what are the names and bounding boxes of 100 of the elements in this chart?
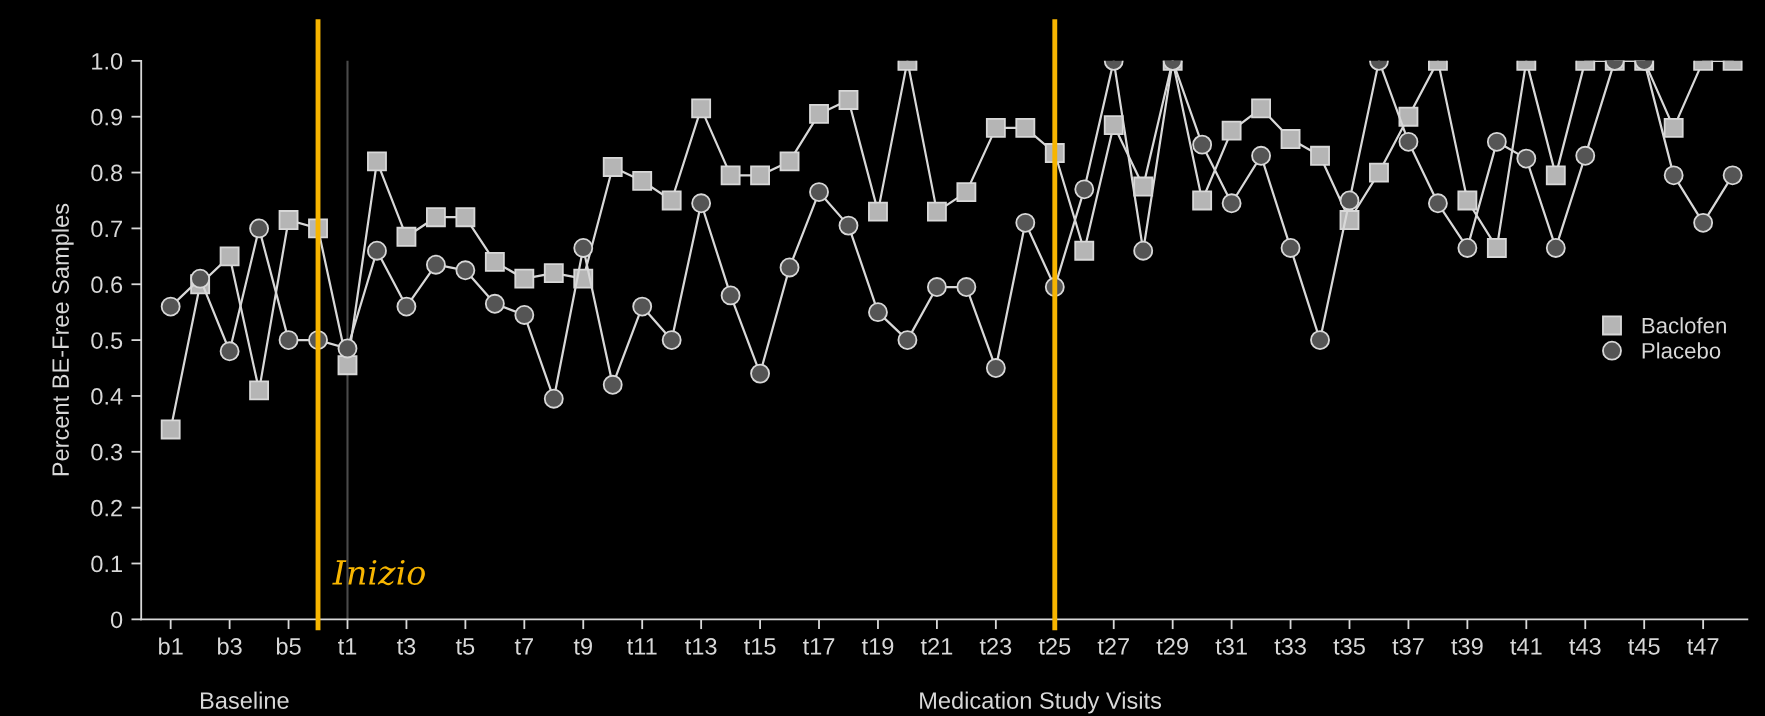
point — [396, 226, 417, 247]
point — [1192, 134, 1213, 155]
point — [691, 98, 712, 119]
point — [1398, 131, 1419, 152]
point — [838, 90, 859, 110]
x-tick-label: t33 — [1274, 638, 1306, 655]
y-tick-label: 0 — [110, 611, 123, 629]
point — [514, 268, 535, 289]
y-tick-label: 0.3 — [91, 443, 123, 461]
point — [249, 218, 270, 239]
y-tick-label: 0.8 — [91, 164, 123, 182]
point — [367, 151, 387, 172]
point — [691, 193, 712, 214]
point — [1693, 212, 1714, 233]
point — [1310, 145, 1330, 166]
y-tick-label: 1.0 — [92, 52, 123, 70]
point — [720, 285, 741, 306]
point — [661, 330, 682, 351]
point — [1457, 190, 1478, 211]
point — [720, 165, 741, 186]
x-tick-label: t9 — [573, 638, 592, 655]
point — [779, 151, 800, 172]
y-tick-label: 0.5 — [91, 332, 123, 349]
point — [632, 296, 653, 317]
x-tick-label: t5 — [455, 638, 475, 655]
point — [455, 207, 476, 228]
point — [337, 338, 358, 359]
x-tick-label: t39 — [1451, 638, 1483, 655]
y-axis-title: Percent BE-Free Samples — [51, 203, 74, 476]
point — [838, 215, 859, 236]
point — [1663, 165, 1684, 186]
x-axis-title: Medication Study Visits — [920, 691, 1162, 714]
x-tick-label: t29 — [1156, 638, 1188, 655]
x-tick-label: b3 — [218, 637, 242, 655]
point — [750, 165, 771, 186]
point — [1457, 238, 1478, 258]
x-tick-label: t13 — [685, 638, 717, 655]
point — [926, 277, 947, 297]
point — [543, 388, 564, 409]
point — [249, 380, 270, 401]
point — [956, 182, 977, 203]
point — [484, 293, 505, 314]
x-tick-label: t3 — [396, 638, 416, 655]
x-tick-label: t15 — [744, 638, 776, 655]
point — [897, 330, 918, 351]
point — [1280, 238, 1301, 258]
x-tick-label: t25 — [1038, 638, 1071, 655]
point — [1251, 145, 1272, 166]
point — [1545, 165, 1566, 186]
point — [1722, 165, 1743, 186]
point — [367, 240, 387, 261]
point — [1221, 193, 1242, 214]
point — [1015, 212, 1036, 233]
y-tick-label: 0.4 — [91, 388, 123, 405]
x-tick-label: t35 — [1333, 638, 1365, 655]
point — [514, 305, 535, 325]
point — [1103, 115, 1124, 136]
x-tick-label: t41 — [1510, 638, 1542, 655]
point — [1192, 190, 1213, 211]
point — [926, 201, 947, 222]
point — [1486, 238, 1507, 258]
point — [750, 363, 771, 384]
point — [543, 263, 564, 284]
point — [1427, 193, 1448, 214]
point — [602, 374, 623, 395]
point — [985, 117, 1006, 138]
annotation: Inizio — [332, 559, 425, 586]
point — [1074, 179, 1095, 200]
point — [1545, 238, 1566, 258]
legend-label: Baclofen — [1642, 317, 1726, 334]
point — [809, 182, 829, 203]
point — [868, 201, 888, 222]
x-tick-label: t11 — [627, 638, 657, 655]
point — [425, 254, 446, 275]
point — [278, 210, 299, 230]
x-tick-label: t37 — [1392, 638, 1424, 655]
y-tick-label: 0.9 — [91, 108, 123, 126]
point — [956, 277, 977, 297]
point — [1074, 240, 1095, 261]
y-tick-label: 0.6 — [91, 276, 123, 294]
point — [484, 251, 505, 272]
legend-label: Placebo — [1642, 342, 1721, 359]
point — [985, 358, 1006, 378]
point — [1221, 120, 1242, 141]
point — [1339, 190, 1360, 211]
point — [661, 190, 682, 211]
text: Baseline — [201, 691, 289, 709]
y-tick-label: 0.1 — [91, 555, 122, 573]
point — [455, 260, 476, 281]
point — [602, 157, 623, 177]
point — [1516, 148, 1537, 169]
point — [1280, 129, 1301, 149]
point — [190, 268, 211, 289]
point — [1486, 131, 1507, 152]
point — [573, 238, 594, 258]
point — [425, 207, 446, 228]
point — [1663, 117, 1684, 138]
point — [1251, 98, 1272, 119]
point — [160, 419, 181, 440]
x-tick-label: t23 — [979, 638, 1012, 655]
